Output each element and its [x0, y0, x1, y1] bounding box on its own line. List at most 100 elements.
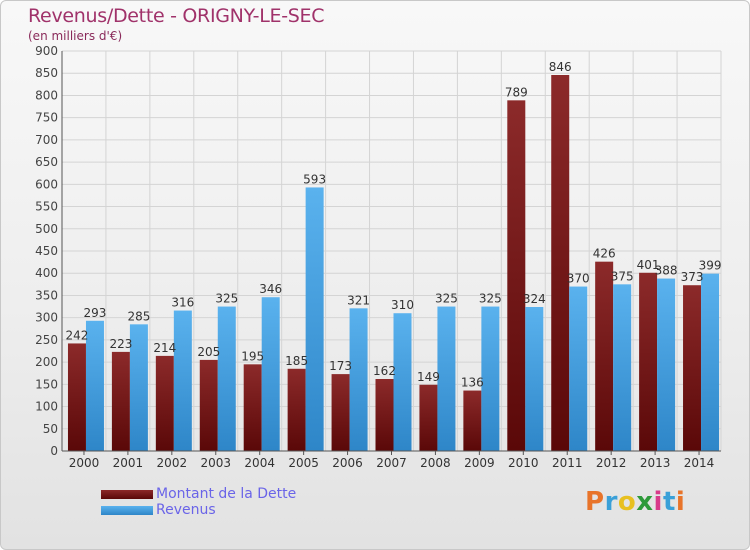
bar-revenus: [85, 320, 104, 451]
data-label-dette: 789: [505, 85, 528, 99]
data-label-dette: 223: [109, 337, 132, 351]
bar-revenus: [525, 307, 544, 451]
x-tick-label: 2003: [200, 456, 231, 470]
x-tick-label: 2005: [288, 456, 319, 470]
y-tick-label: 250: [35, 333, 58, 347]
data-label-dette: 173: [329, 359, 352, 373]
bar-revenus: [173, 310, 192, 451]
y-tick-label: 600: [35, 177, 58, 191]
data-label-dette: 195: [241, 349, 264, 363]
y-tick-label: 200: [35, 355, 58, 369]
bar-dette: [155, 355, 174, 451]
y-tick-label: 400: [35, 266, 58, 280]
data-label-revenus: 321: [347, 293, 370, 307]
x-tick-label: 2008: [420, 456, 451, 470]
bar-dette: [287, 368, 306, 451]
legend-label-dette: Montant de la Dette: [156, 486, 297, 502]
x-tick-label: 2006: [332, 456, 363, 470]
bar-dette: [683, 285, 702, 451]
data-label-revenus: 388: [655, 264, 678, 278]
data-label-revenus: 399: [699, 259, 722, 273]
legend-swatch-revenus: [101, 506, 153, 515]
x-tick-label: 2001: [113, 456, 144, 470]
chart-subtitle: (en milliers d'€): [28, 29, 123, 43]
bar-dette: [331, 374, 350, 451]
bar-dette: [67, 343, 86, 451]
bar-revenus: [393, 313, 412, 451]
bar-revenus: [349, 308, 368, 451]
bar-revenus: [657, 278, 676, 451]
y-tick-label: 100: [35, 400, 58, 414]
x-tick-label: 2010: [508, 456, 539, 470]
bar-revenus: [481, 306, 500, 451]
legend-label-revenus: Revenus: [156, 502, 216, 518]
data-label-dette: 242: [66, 328, 89, 342]
x-tick-label: 2014: [684, 456, 715, 470]
bar-revenus: [437, 306, 456, 451]
bar-revenus: [613, 284, 632, 451]
x-tick-label: 2009: [464, 456, 495, 470]
y-tick-label: 300: [35, 311, 58, 325]
bar-revenus: [305, 187, 324, 451]
bar-dette: [375, 379, 394, 451]
data-label-revenus: 316: [171, 296, 194, 310]
logo-letter: P: [585, 487, 605, 517]
y-tick-label: 900: [35, 44, 58, 58]
bar-revenus: [701, 273, 720, 451]
logo-letter: i: [653, 487, 663, 517]
y-tick-label: 650: [35, 155, 58, 169]
bar-revenus: [261, 297, 280, 451]
x-tick-label: 2007: [376, 456, 407, 470]
bar-dette: [199, 359, 218, 451]
data-label-revenus: 325: [479, 292, 502, 306]
proxiti-logo: Proxiti: [585, 487, 685, 517]
bar-dette: [507, 100, 526, 451]
data-label-revenus: 593: [303, 172, 326, 186]
data-label-dette: 373: [681, 270, 704, 284]
data-label-dette: 162: [373, 364, 396, 378]
data-label-revenus: 375: [611, 269, 634, 283]
x-tick-label: 2013: [640, 456, 671, 470]
y-tick-label: 550: [35, 200, 58, 214]
data-label-dette: 136: [461, 376, 484, 390]
data-label-dette: 401: [637, 258, 660, 272]
y-tick-label: 0: [50, 444, 58, 458]
y-tick-label: 700: [35, 133, 58, 147]
bar-dette: [639, 272, 658, 451]
x-tick-label: 2004: [244, 456, 275, 470]
chart-title: Revenus/Dette - ORIGNY-LE-SEC: [28, 5, 325, 27]
data-label-revenus: 310: [391, 298, 414, 312]
logo-letter: o: [617, 487, 637, 517]
y-tick-label: 350: [35, 288, 58, 302]
data-label-revenus: 325: [435, 292, 458, 306]
bar-dette: [551, 75, 570, 451]
bar-revenus: [217, 306, 236, 451]
y-tick-label: 450: [35, 244, 58, 258]
legend-swatch-dette: [101, 490, 153, 499]
data-label-revenus: 346: [259, 282, 282, 296]
bar-dette: [111, 351, 130, 451]
bar-revenus: [569, 286, 588, 451]
data-label-dette: 214: [153, 341, 176, 355]
data-label-revenus: 325: [215, 292, 238, 306]
x-tick-label: 2000: [69, 456, 100, 470]
data-label-dette: 185: [285, 354, 308, 368]
logo-letter: i: [675, 487, 686, 517]
y-tick-label: 500: [35, 222, 58, 236]
data-label-dette: 846: [549, 60, 572, 74]
y-tick-label: 750: [35, 111, 58, 125]
logo-letter: t: [662, 487, 676, 517]
data-label-revenus: 293: [84, 306, 107, 320]
logo-letter: r: [604, 487, 618, 517]
x-tick-label: 2002: [157, 456, 188, 470]
data-label-revenus: 370: [567, 272, 590, 286]
data-label-dette: 205: [197, 345, 220, 359]
data-label-revenus: 324: [523, 292, 546, 306]
logo-letter: x: [636, 487, 654, 517]
data-label-revenus: 285: [127, 309, 150, 323]
y-tick-label: 50: [43, 422, 58, 436]
y-tick-label: 800: [35, 88, 58, 102]
bar-dette: [595, 261, 614, 451]
